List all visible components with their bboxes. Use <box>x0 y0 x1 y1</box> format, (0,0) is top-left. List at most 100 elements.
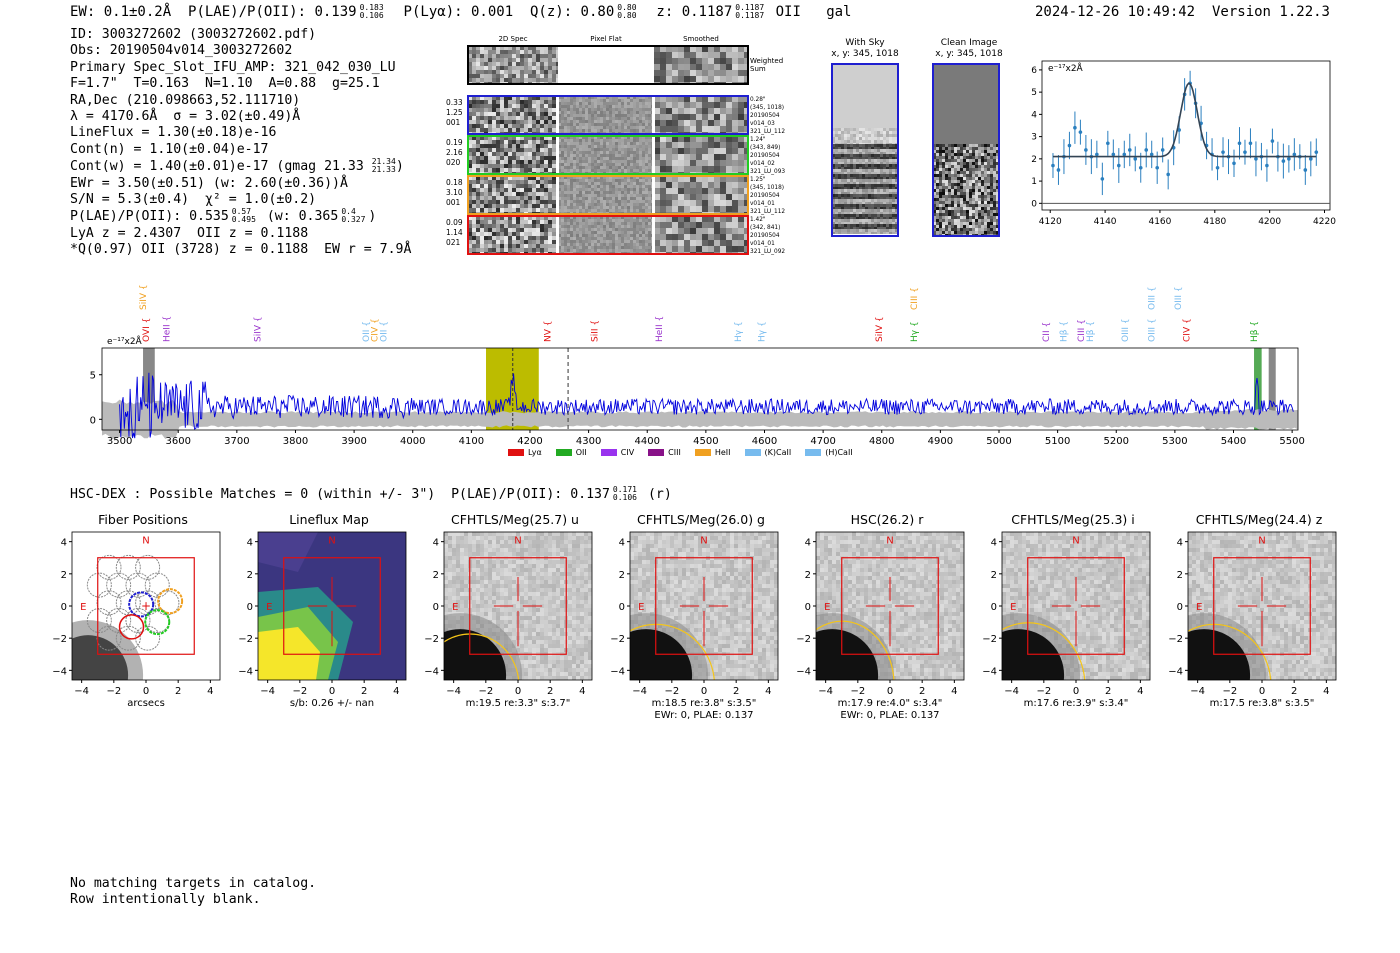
noise-pixel <box>476 144 480 148</box>
noise-pixel <box>835 167 838 169</box>
noise-pixel <box>996 180 999 183</box>
noise-pixel <box>889 184 892 187</box>
noise-pixel <box>714 240 720 246</box>
noise-pixel <box>892 224 895 227</box>
noise-pixel <box>880 144 883 147</box>
noise-pixel <box>936 159 939 162</box>
noise-pixel <box>645 234 648 237</box>
noise-pixel <box>576 237 579 240</box>
noise-pixel <box>621 117 624 120</box>
noise-pixel <box>544 136 548 140</box>
noise-pixel <box>558 102 561 105</box>
noise-pixel <box>516 196 520 200</box>
noise-pixel <box>835 172 838 174</box>
noise-pixel <box>508 108 512 112</box>
noise-pixel <box>835 204 838 207</box>
noise-pixel <box>544 62 548 66</box>
noise-pixel <box>468 160 472 164</box>
noise-pixel <box>576 145 579 148</box>
noise-pixel <box>945 213 948 216</box>
noise-pixel <box>606 169 609 172</box>
noise-pixel <box>726 148 732 154</box>
noise-pixel <box>672 102 678 108</box>
noise-pixel <box>835 154 838 157</box>
noise-pixel <box>512 140 516 144</box>
noise-pixel <box>468 156 472 160</box>
noise-pixel <box>544 120 548 124</box>
noise-pixel <box>969 162 972 165</box>
noise-pixel <box>492 196 496 200</box>
noise-pixel <box>865 212 868 214</box>
noise-pixel <box>633 200 636 203</box>
noise-pixel <box>654 234 660 240</box>
noise-pixel <box>933 186 936 189</box>
noise-pixel <box>868 187 871 189</box>
row-right-label: (343, 849) <box>750 145 780 151</box>
noise-pixel <box>496 104 500 108</box>
noise-pixel <box>500 140 504 144</box>
noise-pixel <box>585 194 588 197</box>
noise-pixel <box>645 194 648 197</box>
noise-pixel <box>636 216 639 219</box>
noise-pixel <box>844 159 847 162</box>
noise-pixel <box>877 159 880 162</box>
noise-pixel <box>871 162 874 164</box>
noise-pixel <box>865 128 868 131</box>
noise-pixel <box>654 240 660 246</box>
noise-pixel <box>714 194 720 200</box>
noise-pixel <box>942 195 945 198</box>
noise-pixel <box>516 144 520 148</box>
noise-pixel <box>835 162 838 164</box>
noise-pixel <box>591 185 594 188</box>
noise-pixel <box>957 204 960 207</box>
noise-pixel <box>476 74 480 78</box>
noise-pixel <box>468 70 472 74</box>
noise-pixel <box>859 169 862 172</box>
noise-pixel <box>871 177 874 179</box>
noise-pixel <box>500 100 504 104</box>
noise-pixel <box>648 231 651 234</box>
noise-pixel <box>951 210 954 213</box>
noise-pixel <box>832 194 835 197</box>
noise-pixel <box>579 136 582 139</box>
noise-pixel <box>484 232 488 236</box>
noise-pixel <box>484 124 488 128</box>
noise-pixel <box>520 148 524 152</box>
noise-pixel <box>678 52 684 58</box>
noise-pixel <box>948 210 951 213</box>
noise-pixel <box>484 160 488 164</box>
noise-pixel <box>744 246 748 252</box>
noise-pixel <box>500 96 504 100</box>
noise-pixel <box>978 183 981 186</box>
noise-pixel <box>660 114 666 120</box>
noise-pixel <box>516 108 520 112</box>
noise-pixel <box>612 139 615 142</box>
noise-pixel <box>850 137 853 140</box>
noise-pixel <box>654 102 660 108</box>
noise-pixel <box>579 105 582 108</box>
noise-pixel <box>618 105 621 108</box>
noise-pixel <box>561 197 564 200</box>
noise-pixel <box>536 116 540 120</box>
noise-pixel <box>600 129 603 132</box>
noise-pixel <box>558 166 561 169</box>
noise-pixel <box>895 182 898 184</box>
noise-pixel <box>480 236 484 240</box>
noise-pixel <box>579 126 582 129</box>
noise-pixel <box>528 180 532 184</box>
noise-pixel <box>892 177 895 179</box>
noise-pixel <box>603 108 606 111</box>
noise-pixel <box>567 108 570 111</box>
noise-pixel <box>853 174 856 177</box>
noise-pixel <box>564 237 567 240</box>
noise-pixel <box>684 240 690 246</box>
noise-pixel <box>690 182 696 188</box>
noise-pixel <box>544 160 548 164</box>
noise-pixel <box>630 197 633 200</box>
noise-pixel <box>945 210 948 213</box>
noise-pixel <box>630 145 633 148</box>
noise-pixel <box>624 243 627 246</box>
qz-lo: 0.80 <box>617 11 637 20</box>
noise-pixel <box>500 176 504 180</box>
noise-pixel <box>621 126 624 129</box>
